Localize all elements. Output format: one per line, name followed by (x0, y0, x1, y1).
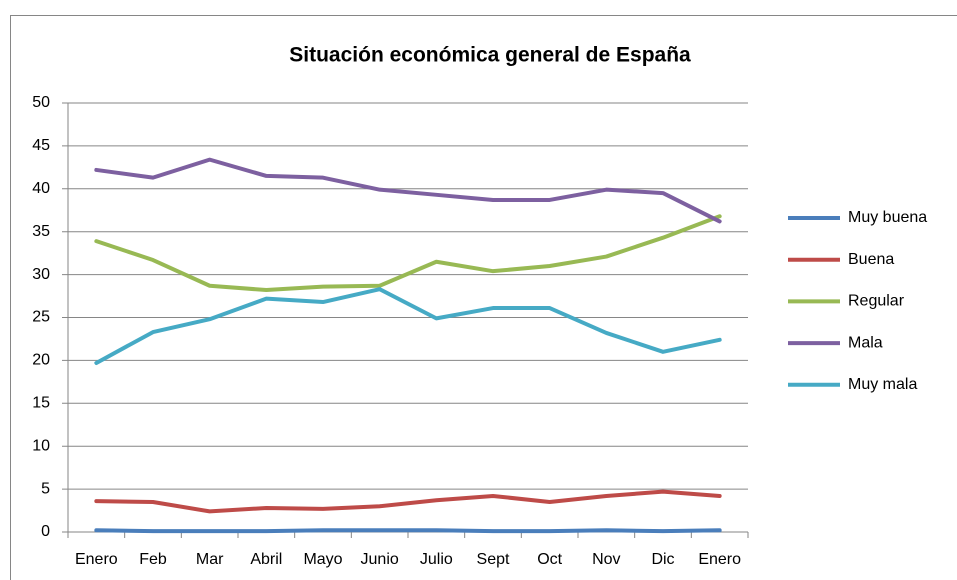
series-line (94, 157, 722, 224)
y-tick-label: 35 (32, 223, 50, 240)
y-tick-label: 45 (32, 137, 50, 154)
chart-frame (10, 15, 957, 580)
series-line (94, 489, 722, 514)
x-tick-label: Dic (651, 551, 674, 568)
x-tick-label: Feb (139, 551, 167, 568)
x-tick-label: Junio (361, 551, 399, 568)
series-line (94, 287, 722, 365)
series-line (94, 528, 722, 534)
x-tick-label: Julio (420, 551, 453, 568)
legend-label: Muy buena (848, 209, 927, 226)
y-tick-label: 40 (32, 180, 50, 197)
x-tick-label: Oct (537, 551, 562, 568)
legend-label: Regular (848, 293, 905, 310)
y-tick-label: 15 (32, 395, 50, 412)
series-line (94, 214, 722, 293)
y-tick-label: 20 (32, 352, 50, 369)
legend-label: Buena (848, 251, 894, 268)
x-tick-label: Sept (477, 551, 510, 568)
y-tick-label: 25 (32, 309, 50, 326)
x-tick-label: Mar (196, 551, 224, 568)
y-tick-label: 30 (32, 266, 50, 283)
legend-label: Muy mala (848, 376, 917, 393)
y-tick-label: 50 (32, 94, 50, 111)
legend-label: Mala (848, 334, 883, 351)
y-tick-label: 5 (41, 480, 50, 497)
x-tick-label: Enero (698, 551, 741, 568)
x-tick-label: Enero (75, 551, 118, 568)
chart-title: Situación económica general de España (289, 44, 691, 67)
y-tick-label: 10 (32, 437, 50, 454)
x-tick-label: Abril (250, 551, 282, 568)
x-tick-label: Nov (592, 551, 620, 568)
y-tick-label: 0 (41, 523, 50, 540)
x-tick-label: Mayo (303, 551, 342, 568)
